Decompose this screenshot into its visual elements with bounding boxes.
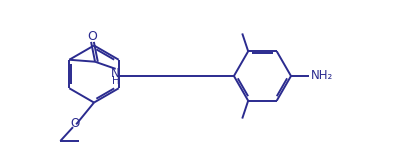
Text: N: N	[111, 67, 120, 80]
Text: O: O	[87, 30, 96, 43]
Text: H: H	[111, 76, 119, 86]
Text: O: O	[70, 117, 80, 130]
Text: NH₂: NH₂	[310, 69, 332, 82]
